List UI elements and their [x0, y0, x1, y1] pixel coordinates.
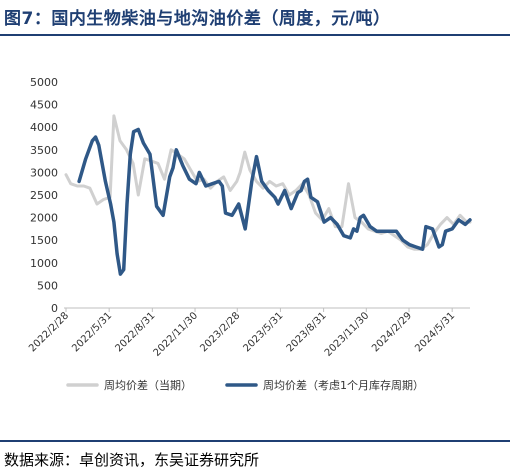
source-rule — [0, 440, 510, 442]
series-layer — [64, 114, 472, 276]
y-tick-label: 2500 — [30, 189, 58, 202]
legend-label-inventory: 周均价差（考虑1个月库存周期） — [263, 378, 424, 392]
y-tick-label: 3000 — [30, 166, 58, 179]
x-tick-label: 2022/8/31 — [113, 310, 157, 354]
series-line-inventory — [77, 127, 472, 276]
data-source: 数据来源：卓创资讯，东吴证券研究所 — [4, 451, 260, 469]
x-tick-label: 2023/11/30 — [323, 310, 372, 359]
y-tick-label: 5000 — [30, 76, 58, 89]
y-axis-ticks: 0 500 1000 1500 2000 2500 3000 3500 4000 4500 5000 — [30, 76, 58, 315]
legend-label-current: 周均价差（当期） — [104, 378, 192, 392]
x-tick-label: 2023/2/28 — [198, 310, 242, 354]
y-tick-label: 0 — [51, 302, 58, 315]
x-tick-label: 2023/8/31 — [285, 310, 329, 354]
x-tick-label: 2023/5/31 — [242, 310, 286, 354]
line-chart: 0 500 1000 1500 2000 2500 3000 3500 4000 4500 5000… — [27, 76, 472, 392]
y-tick-label: 4500 — [30, 99, 58, 112]
y-tick-label: 3500 — [30, 144, 58, 157]
figure-title: 图7：国内生物柴油与地沟油价差（周度，元/吨） — [4, 9, 391, 29]
x-tick-label: 2022/2/28 — [27, 310, 71, 354]
x-tick-label: 2022/11/30 — [152, 310, 201, 359]
x-tick-label: 2022/5/31 — [70, 310, 114, 354]
y-tick-label: 500 — [37, 279, 58, 292]
y-tick-label: 1500 — [30, 234, 58, 247]
title-rule — [0, 34, 510, 36]
y-tick-label: 2000 — [30, 212, 58, 225]
x-tick-label: 2024/2/29 — [370, 310, 414, 354]
x-tick-label: 2024/5/31 — [413, 310, 457, 354]
y-tick-label: 4000 — [30, 121, 58, 134]
y-tick-label: 1000 — [30, 257, 58, 270]
legend: 周均价差（当期） 周均价差（考虑1个月库存周期） — [66, 378, 424, 392]
x-axis-ticks: 2022/2/28 2022/5/31 2022/8/312022/11/30202… — [27, 308, 457, 359]
